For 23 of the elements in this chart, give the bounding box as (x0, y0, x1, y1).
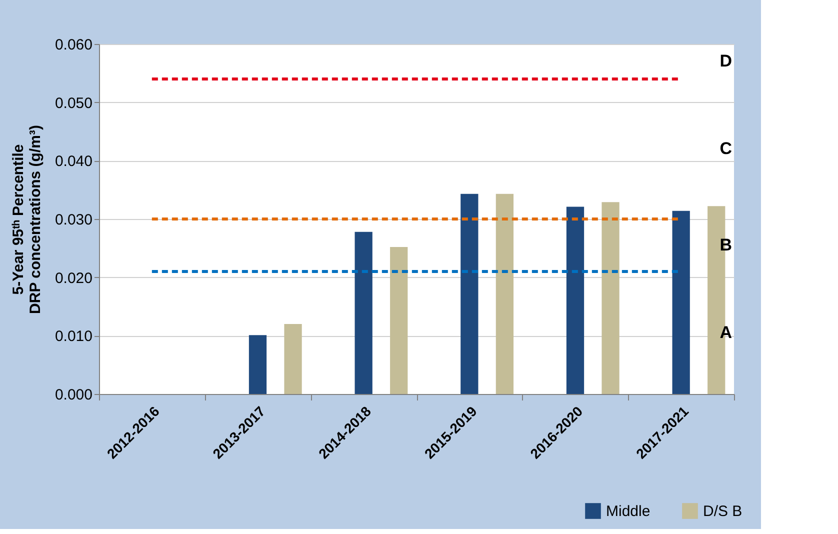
bar (672, 210, 690, 394)
y-tick-label: 0.050 (54, 94, 92, 112)
annotation: D (720, 52, 732, 70)
bar (354, 232, 372, 394)
legend-label: D/S B (703, 503, 742, 520)
bar (602, 202, 620, 394)
bar (566, 206, 584, 394)
y-tick-label: 0.030 (54, 212, 92, 228)
annotation: B (720, 235, 732, 254)
y-tick-label: 0.060 (54, 36, 92, 54)
y-tick-label: 0.040 (54, 153, 92, 170)
bar (390, 247, 408, 394)
y-axis-title: 5-Year 95ᵗʰ Percentile DRP concentrations (g/m³) (10, 125, 44, 314)
bar (460, 194, 478, 394)
y-tick-label: 0.020 (54, 270, 92, 287)
legend-label: Middle (606, 503, 650, 520)
y-tick-label: 0.000 (54, 386, 92, 404)
bar (284, 324, 302, 394)
bar (248, 335, 267, 394)
y-tick-label: 0.010 (54, 328, 92, 346)
annotation: C (720, 139, 732, 158)
annotation: A (720, 322, 732, 342)
bar (496, 194, 514, 394)
